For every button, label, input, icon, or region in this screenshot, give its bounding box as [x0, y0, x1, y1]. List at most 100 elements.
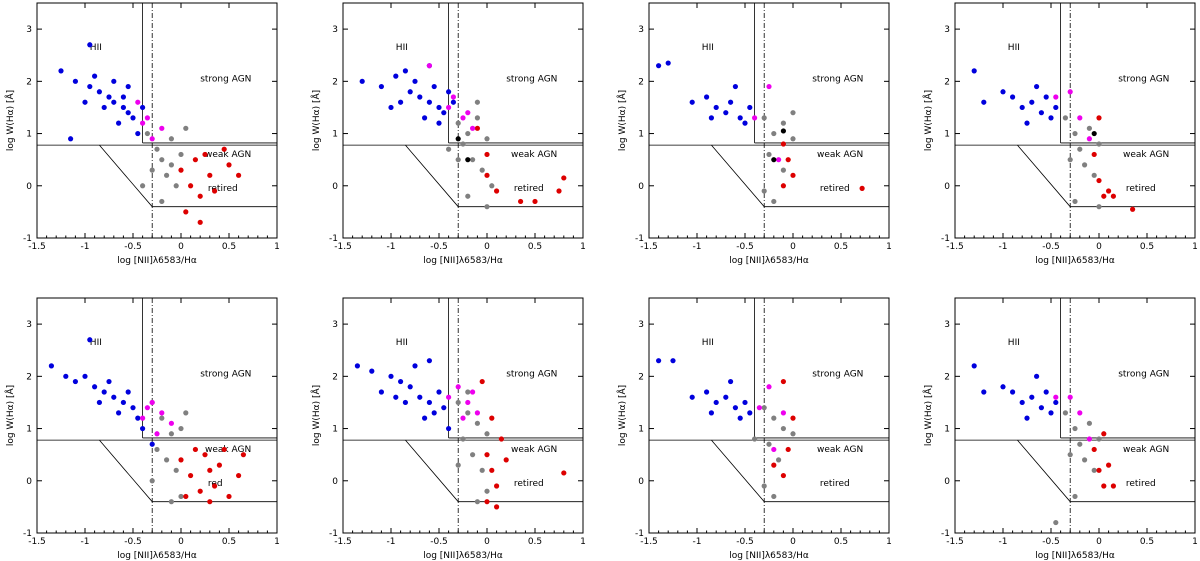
point-grey	[480, 468, 485, 473]
point-grey	[475, 499, 480, 504]
point-blue	[121, 400, 126, 405]
point-grey	[1072, 131, 1077, 136]
point-magenta	[1087, 136, 1092, 141]
point-magenta	[1053, 94, 1058, 99]
point-grey	[470, 452, 475, 457]
label-hii: HII	[1008, 338, 1020, 348]
point-magenta	[145, 405, 150, 410]
point-magenta	[150, 136, 155, 141]
y-tick-label: 1	[638, 425, 644, 435]
point-red	[202, 152, 207, 157]
x-tick-label: 1	[1192, 537, 1198, 547]
point-red	[790, 173, 795, 178]
point-red	[489, 468, 494, 473]
point-red	[561, 175, 566, 180]
point-grey	[484, 431, 489, 436]
label-hii: HII	[702, 43, 714, 53]
point-blue	[412, 363, 417, 368]
x-tick-label: 0	[790, 537, 796, 547]
point-grey	[771, 416, 776, 421]
point-red	[1096, 468, 1101, 473]
point-blue	[747, 410, 752, 415]
point-blue	[97, 89, 102, 94]
point-blue	[116, 121, 121, 126]
point-blue	[379, 84, 384, 89]
point-blue	[738, 115, 743, 120]
point-blue	[1053, 105, 1058, 110]
point-red	[226, 494, 231, 499]
y-tick-label: -1	[23, 234, 32, 244]
y-tick-label: 3	[638, 25, 644, 35]
point-blue	[82, 100, 87, 105]
y-tick-label: 1	[26, 130, 32, 140]
point-blue	[1024, 121, 1029, 126]
point-grey	[164, 173, 169, 178]
point-blue	[446, 426, 451, 431]
point-blue	[1044, 94, 1049, 99]
point-blue	[121, 94, 126, 99]
point-blue	[446, 89, 451, 94]
point-blue	[1020, 400, 1025, 405]
point-blue	[412, 79, 417, 84]
point-grey	[145, 131, 150, 136]
label-hii: HII	[702, 338, 714, 348]
point-grey	[1087, 126, 1092, 131]
y-tick-label: 0	[944, 477, 950, 487]
x-tick-label: -0.5	[430, 242, 448, 252]
point-blue	[87, 42, 92, 47]
point-grey	[790, 136, 795, 141]
label-strong-agn: strong AGN	[506, 74, 557, 84]
point-blue	[738, 416, 743, 421]
point-magenta	[465, 110, 470, 115]
point-magenta	[446, 105, 451, 110]
point-grey	[460, 436, 465, 441]
point-magenta	[781, 410, 786, 415]
point-grey	[1068, 157, 1073, 162]
x-tick-label: 0	[484, 537, 490, 547]
point-grey	[484, 136, 489, 141]
point-blue	[436, 389, 441, 394]
point-blue	[49, 363, 54, 368]
point-blue	[981, 389, 986, 394]
point-blue	[111, 395, 116, 400]
point-blue	[150, 442, 155, 447]
point-blue	[690, 395, 695, 400]
point-grey	[475, 100, 480, 105]
point-grey	[183, 410, 188, 415]
x-tick-label: -0.5	[124, 242, 142, 252]
point-blue	[422, 115, 427, 120]
point-red	[781, 183, 786, 188]
point-grey	[762, 115, 767, 120]
y-tick-label: -1	[635, 529, 644, 539]
y-tick-label: 3	[944, 25, 950, 35]
point-grey	[465, 410, 470, 415]
point-blue	[441, 110, 446, 115]
point-magenta	[154, 431, 159, 436]
x-axis-label: log [NII]λ6583/Hα	[117, 256, 197, 266]
point-blue	[140, 426, 145, 431]
point-red	[207, 173, 212, 178]
point-magenta	[145, 115, 150, 120]
point-blue	[1034, 374, 1039, 379]
x-tick-label: 0	[1096, 537, 1102, 547]
point-grey	[480, 168, 485, 173]
x-tick-label: -0.5	[430, 537, 448, 547]
point-magenta	[159, 126, 164, 131]
point-grey	[1092, 173, 1097, 178]
point-red	[484, 452, 489, 457]
y-axis-label: log W(Hα) [Å]	[310, 385, 322, 446]
point-grey	[159, 157, 164, 162]
label-weak-agn: weak AGN	[1123, 150, 1169, 160]
point-grey	[169, 136, 174, 141]
point-blue	[723, 395, 728, 400]
point-red	[1111, 194, 1116, 199]
chart-panel-6: -1.5 -1 -0.5 0 0.5 1-10123log [NII]λ6583/Hαlo…	[310, 298, 586, 561]
label-strong-agn: strong AGN	[1118, 369, 1169, 379]
point-grey	[475, 115, 480, 120]
point-blue	[393, 74, 398, 79]
point-grey	[475, 421, 480, 426]
point-red	[504, 457, 509, 462]
x-tick-label: -0.5	[736, 537, 754, 547]
point-grey	[169, 431, 174, 436]
point-blue	[666, 60, 671, 65]
